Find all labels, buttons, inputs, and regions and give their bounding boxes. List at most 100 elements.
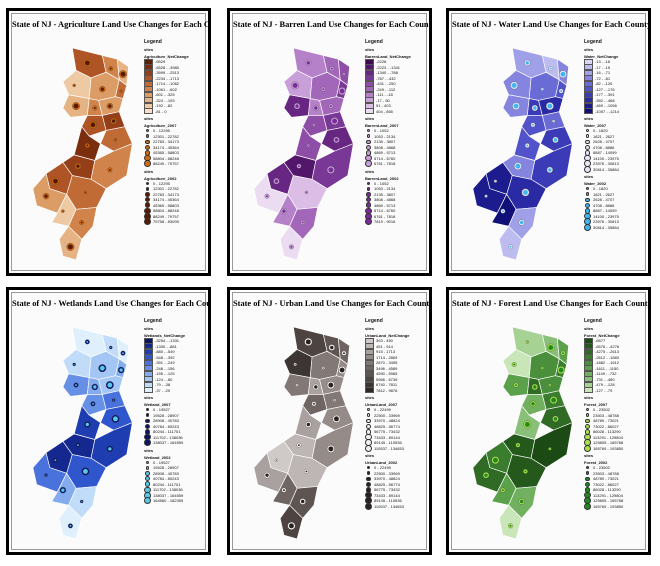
legend-size-row: 0 - 19527 [144,407,208,413]
site-marker-2002 [288,523,294,529]
legend-size-dot [365,486,372,493]
legend-size-label: 73433 - 89144 [374,434,400,440]
legend-dot-wrap [365,428,374,435]
site-marker-2002 [110,346,112,349]
legend-dot-wrap [144,134,153,139]
legend-class-label: -1330 - -881 [155,343,177,349]
legend-field-name: Water_NetChange [584,54,619,59]
legend-size-label: 0 - 12295 [153,128,170,134]
legend-dot-wrap [365,481,374,487]
legend-dot-wrap [144,197,153,203]
map-panel-water: State of NJ - Water Land Use Changes for… [446,8,651,276]
legend-class-row: 7812 - 9876 [365,387,429,394]
legend-size-label: 1053 - 2134 [374,133,396,139]
legend-class-label: -324 - -193 [155,97,175,103]
legend-title: Legend [144,39,162,45]
legend-class-label: -391 - -249 [155,360,175,366]
legend-class-label: -1611 - -1150 [595,365,619,371]
legend-size-row: 12301 - 22782 [144,186,208,192]
legend-dot-wrap [365,408,374,412]
site-marker-2002 [328,382,334,388]
legend-dot-wrap [584,187,593,191]
legend-dot-wrap [584,144,593,150]
map-panel-urban: State of NJ - Urban Land Use Changes for… [227,287,432,555]
legend-dot-wrap [144,471,153,476]
legend-size-label: 73022 - 86027 [593,423,619,429]
legend-class-label: 6740 - 7811 [376,382,398,388]
legend-size-label: 0 - 12295 [153,180,170,186]
legend-class-label: -6528 - -3980 [155,64,180,70]
legend-size-label: 110537 - 134653 [374,503,404,509]
legend-dot-wrap [144,144,153,150]
legend-size-dot [366,418,371,423]
site-marker-2002 [533,385,537,389]
site-marker-2002 [501,210,504,213]
site-marker-2002 [553,417,558,421]
legend-size-dot [366,408,371,412]
legend-dot-wrap [144,460,153,464]
legend-dot-wrap [584,466,593,470]
legend-size-row: 6761 - 7818 [365,160,429,168]
legend-size-dot [143,497,152,505]
legend-size-row: 4869 - 5713 [365,202,429,209]
site-marker-2002 [75,384,77,387]
legend-size-row: 19528 - 28907 [144,413,208,419]
legend-size-label: 7819 - 9016 [374,219,396,225]
legend-size-row: 33970 - 48824 [365,418,429,424]
legend-size-label: 14100 - 23975 [593,213,619,219]
site-marker-2002 [314,106,318,110]
legend-size-label: 2628 - 4707 [593,139,615,145]
site-marker-2002 [334,399,336,401]
legend-class-label: 451 - 914 [376,343,393,349]
legend-class-label: -2226 [376,59,387,65]
site-marker-2002 [73,363,75,365]
map-panel-wetlands: State of NJ - Wetlands Land Use Changes … [6,287,211,555]
legend-size-row: 86028 - 113290 [584,486,648,493]
legend-swatch [144,108,153,115]
legend-dot-wrap [584,202,593,208]
site-marker-2002 [298,165,300,168]
legend-size-row: 22783 - 34173 [144,192,208,198]
legend-size-row: 48825 - 56774 [365,423,429,430]
site-marker-2002 [513,103,519,109]
legend-sites-label: sites [584,47,594,52]
legend-size-label: 48825 - 56774 [374,481,400,487]
legend-size-row: 73022 - 86027 [584,481,648,488]
legend-size-dot [583,502,592,510]
legend-size-dot [145,192,150,197]
legend-size-label: 14100 - 23975 [593,155,619,161]
legend-size-label: 129805 - 165768 [593,498,624,504]
legend-size-row: 23503 - 48788 [584,471,648,477]
nj-county-map [253,47,354,261]
legend-size-dot [145,186,150,191]
legend-class-label: -3254 - -1331 [155,338,180,344]
legend-dot-wrap [584,476,593,481]
legend-size-row: 56775 - 73432 [365,428,429,435]
site-marker-2002 [322,367,324,369]
legend-class-label: 1714 - 2869 [376,354,398,360]
legend-size-label: 4708 - 8886 [593,202,615,208]
legend-class-label: -81 - 0 [155,108,167,114]
legend-size-row: 86028 - 113290 [584,428,648,435]
map-panel-forest: State of NJ - Forest Land Use Changes fo… [446,287,651,555]
site-marker-2002 [501,489,504,492]
legend-size-dot [143,218,152,226]
legend-size-row: 0 - 19527 [144,460,208,466]
legend-size-dot [584,481,591,487]
map-frame: State of NJ - Forest Land Use Changes fo… [451,292,648,550]
legend-size-label: 79758 - 83095 [153,219,179,225]
site-marker-2002 [560,90,563,92]
site-marker-2002 [313,124,315,126]
legend-class-row: -127 - -79 [584,387,648,394]
site-marker-2002 [513,363,516,366]
site-marker-2002 [81,500,83,503]
legend-class-label: -1057 - -1214 [595,108,620,114]
legend-size-row: 12301 - 22782 [144,134,208,140]
legend-dot-wrap [365,418,374,423]
legend-size-row: 2135 - 3807 [365,192,429,198]
site-marker-2002 [520,220,524,225]
site-marker-2002 [533,106,537,110]
site-marker-2002 [547,103,553,109]
legend-size-dot [584,486,591,493]
legend-dot-wrap [584,413,593,418]
